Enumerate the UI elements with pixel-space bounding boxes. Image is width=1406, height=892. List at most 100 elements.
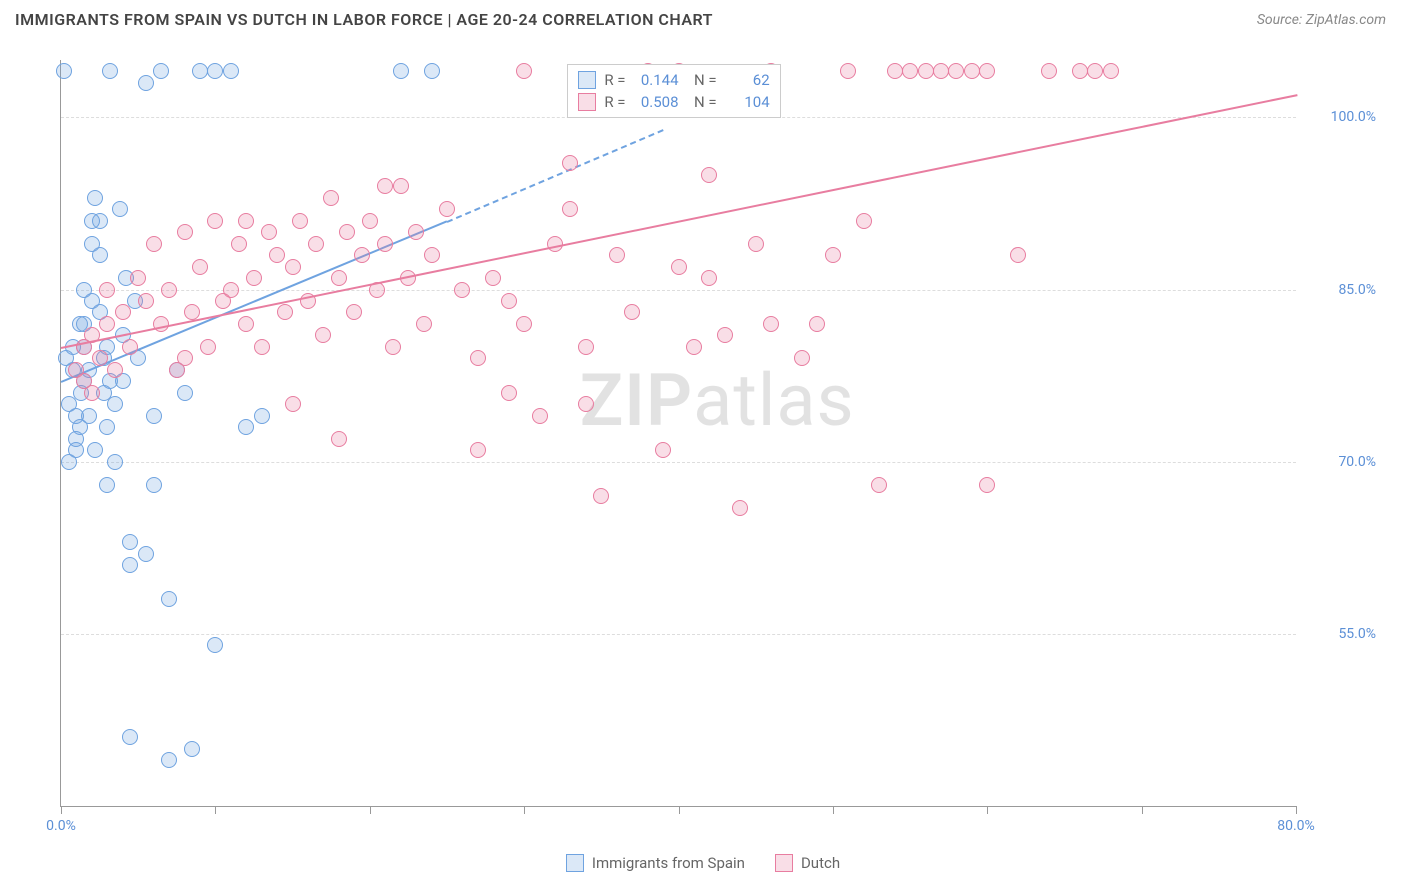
scatter-point [948,63,964,79]
trend-line-dashed [447,129,664,223]
scatter-point [809,316,825,332]
scatter-point [192,259,208,275]
x-tick [61,806,62,814]
scatter-point [377,236,393,252]
y-tick-label: 70.0% [1306,454,1376,470]
scatter-point [470,442,486,458]
scatter-point [1041,63,1057,79]
scatter-point [122,534,138,550]
legend-swatch [566,854,584,872]
scatter-point [871,477,887,493]
r-label: R = [604,93,625,111]
scatter-point [99,477,115,493]
scatter-point [717,327,733,343]
scatter-point [624,304,640,320]
scatter-point [102,63,118,79]
scatter-point [122,339,138,355]
x-tick [679,806,680,814]
scatter-point [763,316,779,332]
scatter-point [377,178,393,194]
scatter-point [856,213,872,229]
scatter-point [501,385,517,401]
x-tick-label: 0.0% [46,818,76,834]
scatter-point [130,270,146,286]
y-tick-label: 55.0% [1306,626,1376,642]
scatter-point [887,63,903,79]
scatter-point [161,282,177,298]
scatter-point [516,316,532,332]
bottom-legend: Immigrants from Spain Dutch [0,854,1406,872]
correlation-stats-box: R =0.144 N =62R =0.508 N =104 [567,64,780,118]
scatter-point [840,63,856,79]
scatter-point [454,282,470,298]
scatter-point [207,63,223,79]
scatter-point [99,282,115,298]
n-value: 62 [725,71,770,89]
scatter-point [254,408,270,424]
scatter-point [138,75,154,91]
scatter-point [393,178,409,194]
scatter-point [107,396,123,412]
scatter-point [99,316,115,332]
scatter-point [246,270,262,286]
scatter-point [115,304,131,320]
legend-label: Immigrants from Spain [592,854,745,872]
scatter-point [285,396,301,412]
scatter-point [825,247,841,263]
legend-swatch [775,854,793,872]
legend-label: Dutch [801,854,840,872]
y-tick-label: 100.0% [1306,109,1376,125]
scatter-point [918,63,934,79]
scatter-point [81,408,97,424]
scatter-point [231,236,247,252]
scatter-point [902,63,918,79]
scatter-point [593,488,609,504]
scatter-point [238,213,254,229]
scatter-point [323,190,339,206]
scatter-point [315,327,331,343]
chart-title: IMMIGRANTS FROM SPAIN VS DUTCH IN LABOR … [15,10,713,29]
scatter-point [254,339,270,355]
scatter-point [701,167,717,183]
series-swatch [578,93,596,111]
source-label: Source: ZipAtlas.com [1257,12,1386,28]
stats-row: R =0.144 N =62 [568,69,779,91]
scatter-point [470,350,486,366]
scatter-point [146,236,162,252]
scatter-point [485,270,501,286]
scatter-point [177,224,193,240]
scatter-point [261,224,277,240]
scatter-point [92,213,108,229]
scatter-point [354,247,370,263]
scatter-point [285,259,301,275]
scatter-point [964,63,980,79]
scatter-point [184,741,200,757]
scatter-point [87,442,103,458]
scatter-point [56,63,72,79]
scatter-point [1103,63,1119,79]
scatter-point [223,63,239,79]
scatter-point [99,419,115,435]
gridline [61,462,1296,463]
scatter-point [92,247,108,263]
gridline [61,634,1296,635]
x-tick [833,806,834,814]
scatter-point [112,201,128,217]
scatter-point [516,63,532,79]
scatter-point [393,63,409,79]
scatter-point [200,339,216,355]
x-tick-label: 80.0% [1277,818,1315,834]
x-tick [215,806,216,814]
scatter-point [979,477,995,493]
scatter-point [192,63,208,79]
scatter-point [933,63,949,79]
gridline [61,290,1296,291]
scatter-point [122,729,138,745]
scatter-point [269,247,285,263]
plot-area: ZIPatlas 55.0%70.0%85.0%100.0%0.0%80.0%R… [60,60,1296,807]
scatter-point [424,247,440,263]
scatter-point [439,201,455,217]
scatter-point [362,213,378,229]
series-swatch [578,71,596,89]
scatter-point [177,350,193,366]
